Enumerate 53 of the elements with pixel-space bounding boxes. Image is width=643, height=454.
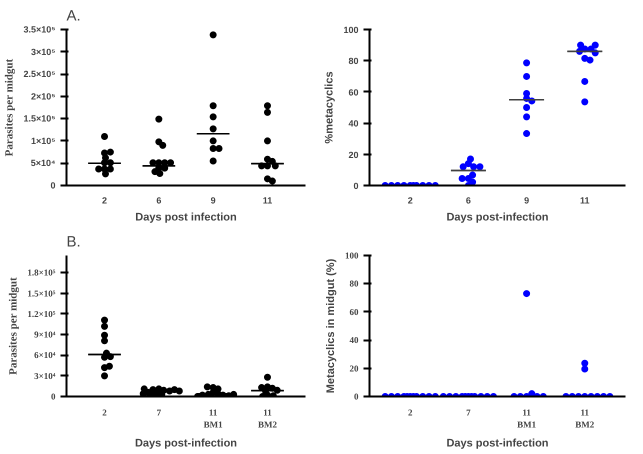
x-tick-label: 11 BM1 [517,408,537,430]
x-tick-label: 2 [408,408,413,418]
y-tick-label: 80 [348,56,359,66]
y-tick-label: 60 [348,87,359,98]
x-tick-label: 6 [466,196,471,206]
x-axis-title: Days post-infection [446,438,549,450]
chart-title: B. [66,234,81,250]
y-tick-label: 2×10⁵ [31,91,56,102]
y-tick-label: 9×10⁴ [34,330,56,340]
y-tick-label: 0 [51,392,56,402]
x-tick-label: 11 BM2 [575,408,595,430]
y-tick-label: 5×10⁴ [30,158,56,168]
y-tick-label: 40 [350,335,359,346]
y-tick-label: 6×10⁴ [34,350,56,360]
y-tick-label: 2.5×10⁵ [23,69,56,80]
y-tick-label: 1×10⁵ [31,136,56,146]
y-tick-label: 100 [343,25,359,35]
x-tick-label: 9 [524,196,530,206]
y-tick-label: 3×10⁵ [31,46,56,57]
y-axis-title: %metacyclics [323,71,336,144]
x-tick-label: 11 [580,196,590,206]
y-tick-label: 0 [354,392,359,402]
x-tick-label: 2 [102,196,108,206]
y-tick-label: 1.8×10⁵ [27,268,56,278]
x-axis-title: Days post-infection [134,438,238,450]
x-tick-label: 9 [210,196,216,206]
y-tick-label: 40 [348,118,359,129]
y-tick-label: 80 [350,278,359,289]
y-tick-label: 1.2×10⁵ [27,308,56,319]
x-tick-label: 11 [262,196,272,206]
y-axis-title: Metacyclics in midgut (%) [325,258,337,394]
y-tick-label: 20 [350,363,359,374]
y-tick-label: 3×10⁴ [34,370,56,381]
y-axis-title: Parasites per midgut [7,276,20,375]
chart-title: A. [66,8,81,24]
y-tick-label: 3.5×10⁵ [23,24,56,34]
x-axis-title: Days post-infection [446,212,549,224]
x-tick-label: 7 [466,408,472,418]
y-tick-label: 1.5×10⁵ [23,114,56,124]
y-tick-label: 0 [353,181,359,191]
x-tick-label: 11 BM2 [258,408,278,430]
y-axis-title: Parasites per midgut [3,58,16,156]
y-tick-label: 100 [345,250,359,260]
y-tick-label: 1.5×10⁵ [27,288,56,298]
y-tick-label: 60 [350,306,359,317]
x-tick-label: 11 BM1 [204,408,224,430]
x-tick-label: 2 [102,408,108,418]
x-tick-label: 2 [408,196,413,206]
y-tick-label: 20 [348,150,359,160]
x-tick-label: 6 [156,196,162,206]
y-tick-label: 0 [50,180,56,190]
x-axis-title: Days post infection [135,212,238,224]
x-tick-label: 7 [156,408,162,418]
